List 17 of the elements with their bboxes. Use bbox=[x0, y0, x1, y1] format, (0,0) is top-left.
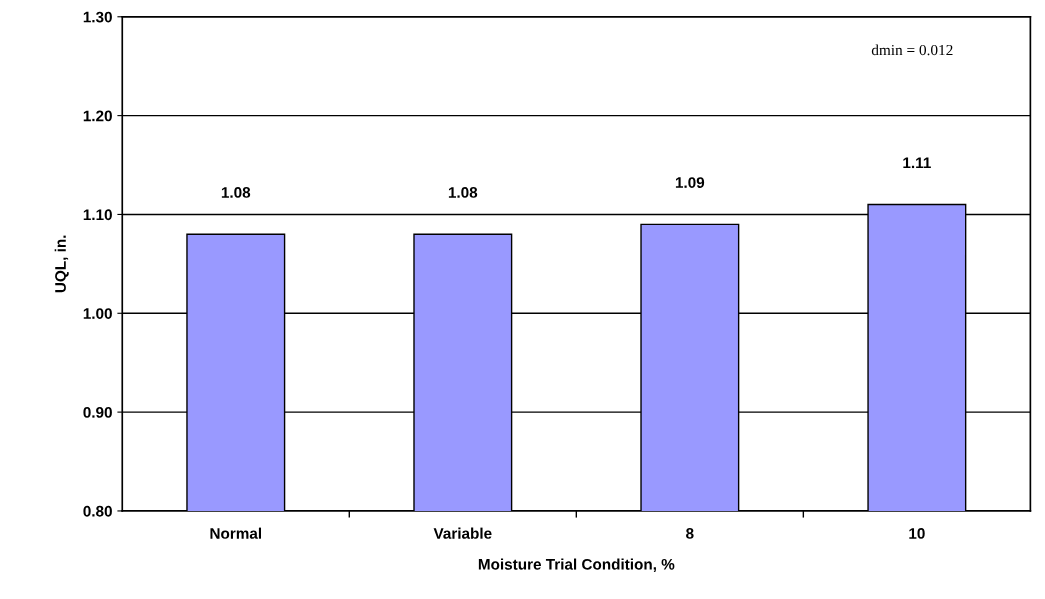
data-label: 1.09 bbox=[675, 177, 705, 188]
data-label: 1.08 bbox=[448, 187, 478, 198]
x-tick-label: 8 bbox=[686, 528, 694, 539]
y-tick-label: 1.00 bbox=[83, 308, 112, 319]
y-tick-label: 0.80 bbox=[83, 505, 112, 517]
y-axis-title: UQL, in. bbox=[54, 235, 69, 293]
data-label: 1.08 bbox=[221, 187, 251, 198]
y-tick-label: 1.10 bbox=[83, 209, 112, 221]
y-tick-label: 0.90 bbox=[83, 406, 112, 418]
x-tick-label: Normal bbox=[210, 527, 262, 539]
x-tick-label: 10 bbox=[909, 528, 925, 539]
annotation: dmin = 0.012 bbox=[871, 44, 953, 56]
data-label: 1.11 bbox=[903, 157, 931, 169]
x-tick-label: Variable bbox=[433, 527, 492, 539]
x-axis-title: Moisture Trial Condition, % bbox=[478, 558, 675, 572]
y-tick-label: 1.20 bbox=[83, 110, 112, 122]
y-tick-label: 1.30 bbox=[83, 11, 112, 23]
